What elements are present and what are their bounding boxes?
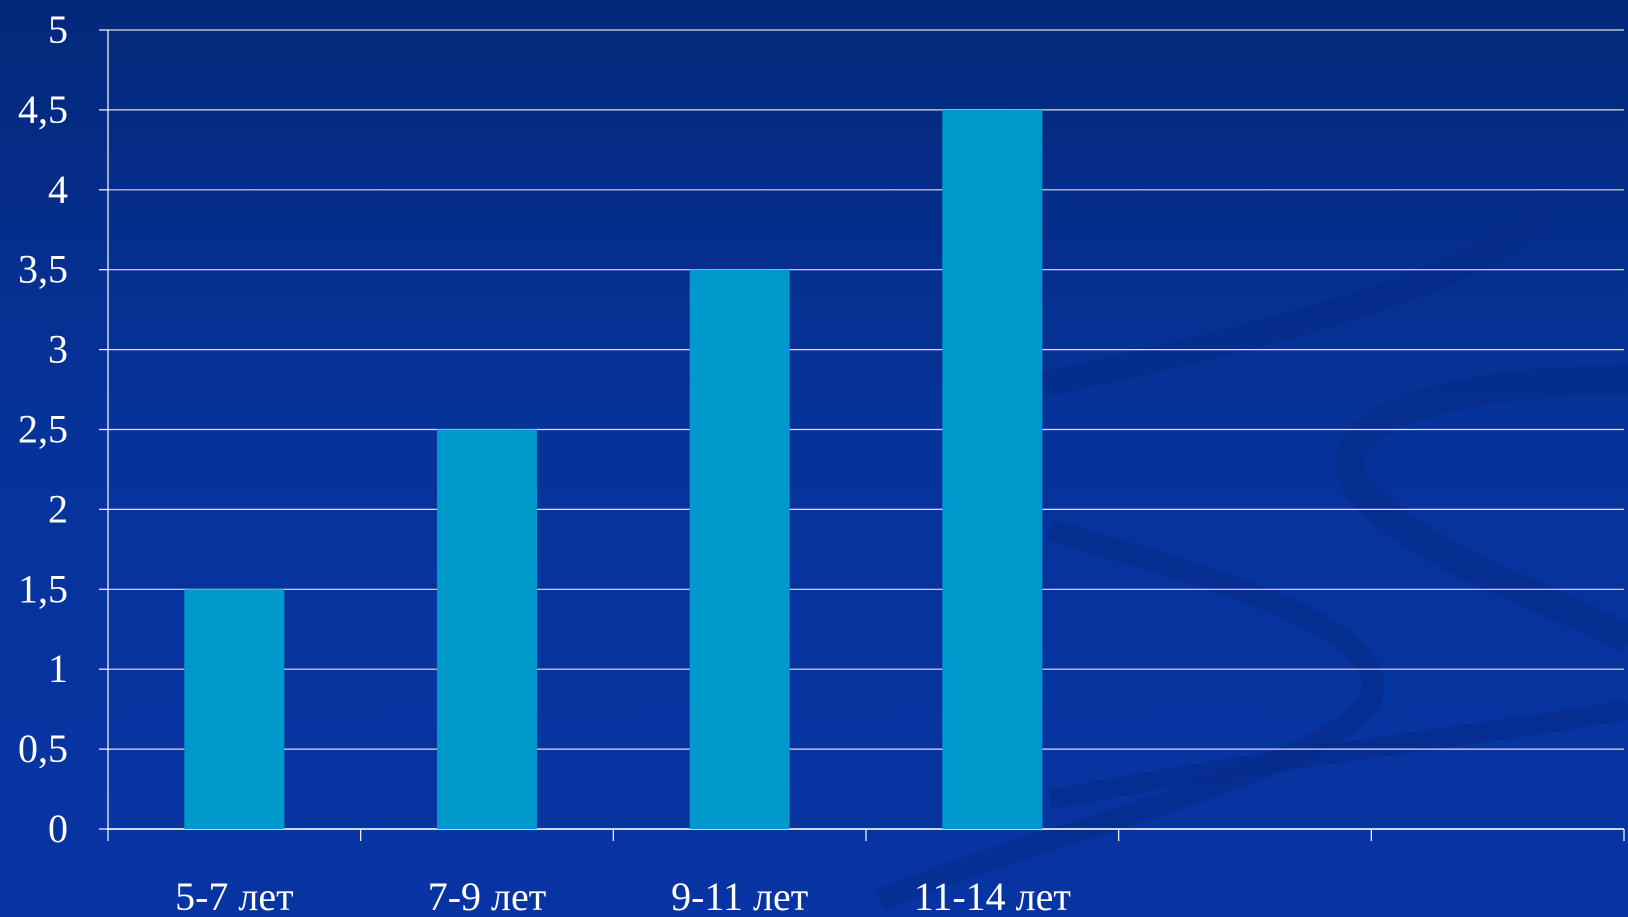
gridlines xyxy=(108,29,1624,830)
x-category-label-3: 11-14 лет xyxy=(914,874,1071,917)
axes xyxy=(99,29,1625,841)
x-category-label-0: 5-7 лет xyxy=(175,874,294,917)
bar-0 xyxy=(184,589,285,829)
x-category-label-1: 7-9 лет xyxy=(428,874,547,917)
y-tick-label-8: 4 xyxy=(48,167,68,212)
background-swirl xyxy=(875,178,1628,911)
y-tick-label-10: 5 xyxy=(48,7,68,52)
y-tick-label-0: 0 xyxy=(48,806,68,851)
y-tick-label-9: 4,5 xyxy=(18,87,68,132)
y-tick-label-2: 1 xyxy=(48,646,68,691)
y-tick-label-3: 1,5 xyxy=(18,566,68,611)
x-category-labels: 5-7 лет 7-9 лет 9-11 лет 11-14 лет xyxy=(175,874,1071,917)
y-tick-labels: 0 0,5 1 1,5 2 2,5 3 3,5 4 4,5 5 xyxy=(18,7,68,851)
bar-2 xyxy=(689,269,790,829)
y-tick-label-7: 3,5 xyxy=(18,247,68,292)
y-tick-label-6: 3 xyxy=(48,327,68,372)
x-category-label-2: 9-11 лет xyxy=(671,874,808,917)
bars xyxy=(184,109,1043,829)
y-tick-label-4: 2 xyxy=(48,486,68,531)
y-tick-label-1: 0,5 xyxy=(18,726,68,771)
bar-3 xyxy=(942,109,1043,829)
y-tick-label-5: 2,5 xyxy=(18,407,68,452)
bar-1 xyxy=(437,429,537,829)
